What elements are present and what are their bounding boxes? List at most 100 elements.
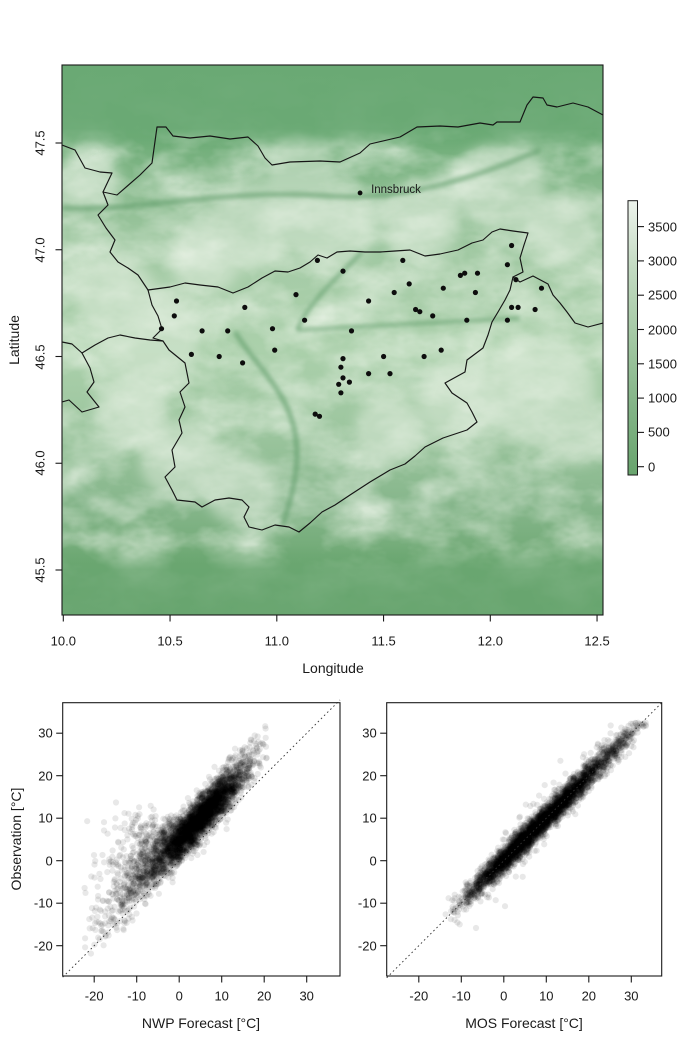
- scatter-x-tick-label: 10: [214, 988, 229, 1004]
- station-dot: [391, 289, 397, 296]
- station-dot: [340, 356, 346, 362]
- scatter-x-tick-label: -20: [84, 988, 104, 1004]
- plot-frame: [62, 702, 341, 977]
- station-dot: [225, 328, 231, 334]
- station-dot: [338, 364, 344, 370]
- scatter-y-tick-label: 0: [369, 853, 377, 869]
- station-dot: [504, 262, 510, 268]
- station-dot: [269, 326, 276, 332]
- station-dot: [316, 413, 323, 419]
- legend-tick-label: 500: [648, 424, 670, 440]
- scatter-y-tick-label: 30: [362, 725, 377, 741]
- legend-tick-label: 2000: [648, 322, 677, 337]
- map-frame: [61, 64, 604, 616]
- map-y-tick-label: 46.0: [32, 450, 48, 476]
- station-dot: [509, 304, 515, 310]
- map-x-tick-label: 10.5: [157, 633, 183, 649]
- scatter-x-tick-label: 0: [500, 988, 508, 1004]
- station-dot: [515, 304, 521, 310]
- station-dot: [472, 289, 478, 296]
- station-dot: [400, 257, 406, 263]
- terrain-highlands: [62, 135, 603, 525]
- station-dot: [440, 285, 446, 291]
- station-dot: [171, 313, 177, 319]
- identity-line: [62, 699, 341, 978]
- station-dot: [173, 298, 180, 304]
- scatter-y-tick-label: -20: [357, 938, 377, 954]
- innsbruck-dot: [357, 190, 363, 196]
- map-x-tick-label: 10.0: [50, 633, 76, 649]
- map-y-tick-label: 45.5: [32, 557, 48, 583]
- station-dot: [340, 375, 346, 381]
- elevation-colorbar: [627, 200, 638, 476]
- station-dot: [188, 351, 194, 357]
- scatter-y-tick-label: 10: [38, 810, 53, 826]
- map-terrain: [62, 65, 603, 615]
- map-x-tick-label: 12.5: [584, 633, 610, 649]
- station-dot: [199, 328, 205, 334]
- station-dot: [509, 242, 515, 249]
- station-dot: [366, 298, 372, 304]
- station-dot: [338, 390, 344, 396]
- legend-tick-label: 3000: [648, 253, 677, 269]
- station-dot: [242, 304, 248, 310]
- scatter-x-tick-label: -10: [451, 988, 471, 1004]
- map-x-tick-label: 11.5: [371, 633, 396, 649]
- scatter-y-tick-label: 0: [45, 853, 53, 869]
- scatter-y-tick-label: 30: [38, 725, 53, 741]
- scatter-x-tick-label: 0: [175, 988, 183, 1004]
- station-dot: [513, 277, 519, 283]
- station-dot: [457, 272, 463, 278]
- scatter-axis-ticks: [56, 732, 308, 983]
- station-dot: [240, 360, 246, 366]
- scatter-x-tick-label: 30: [299, 988, 314, 1004]
- legend-tick-label: 3500: [648, 219, 677, 235]
- map-xaxis-title: Longitude: [302, 660, 364, 676]
- station-dot: [532, 306, 538, 313]
- station-dot: [346, 379, 352, 385]
- scatter-axis-ticks: [380, 732, 632, 983]
- station-dot: [348, 328, 355, 334]
- station-dot: [438, 347, 444, 353]
- legend-tick-label: 0: [648, 459, 656, 475]
- scatter-y-tick-label: -10: [357, 895, 377, 911]
- map-yaxis-title: Latitude: [6, 315, 22, 365]
- station-dots: [158, 242, 545, 419]
- innsbruck-label: Innsbruck: [371, 183, 421, 196]
- station-dot: [312, 411, 318, 417]
- nwp-xaxis-title: NWP Forecast [°C]: [141, 1015, 261, 1031]
- station-dot: [413, 306, 419, 313]
- scatter-x-tick-label: 20: [256, 988, 272, 1004]
- station-dot: [272, 347, 278, 353]
- station-dot: [474, 270, 481, 276]
- station-dot: [381, 353, 387, 360]
- map-x-tick-label: 11.0: [264, 633, 289, 649]
- scatter-x-tick-label: 10: [539, 988, 554, 1004]
- scatter-x-tick-label: -10: [127, 988, 147, 1004]
- station-dot: [462, 270, 468, 276]
- station-dot: [504, 317, 510, 323]
- scatter-x-tick-label: -20: [409, 988, 429, 1004]
- legend-tick-label: 2500: [648, 287, 677, 303]
- station-dot: [406, 281, 412, 287]
- scatter-y-tick-label: 20: [38, 768, 53, 784]
- map-y-tick-label: 47.5: [32, 130, 48, 156]
- scatter-yaxis-title: Observation [°C]: [8, 787, 24, 891]
- mos-scatter-plot: [380, 702, 663, 983]
- map-y-tick-label: 46.5: [32, 343, 48, 370]
- legend-ticks: [637, 226, 644, 468]
- station-dot: [314, 257, 320, 263]
- station-dot: [464, 317, 470, 323]
- station-dot: [293, 292, 299, 298]
- plot-frame: [386, 702, 663, 977]
- station-dot: [421, 353, 427, 360]
- scatter-y-tick-label: 10: [362, 810, 377, 826]
- mos-xaxis-title: MOS Forecast [°C]: [465, 1015, 583, 1031]
- scatter-points: [81, 723, 270, 957]
- scatter-y-tick-label: -20: [33, 938, 53, 954]
- station-dot: [387, 371, 393, 377]
- legend-tick-label: 1000: [648, 390, 677, 406]
- station-dot: [366, 371, 372, 377]
- station-dot: [340, 268, 346, 274]
